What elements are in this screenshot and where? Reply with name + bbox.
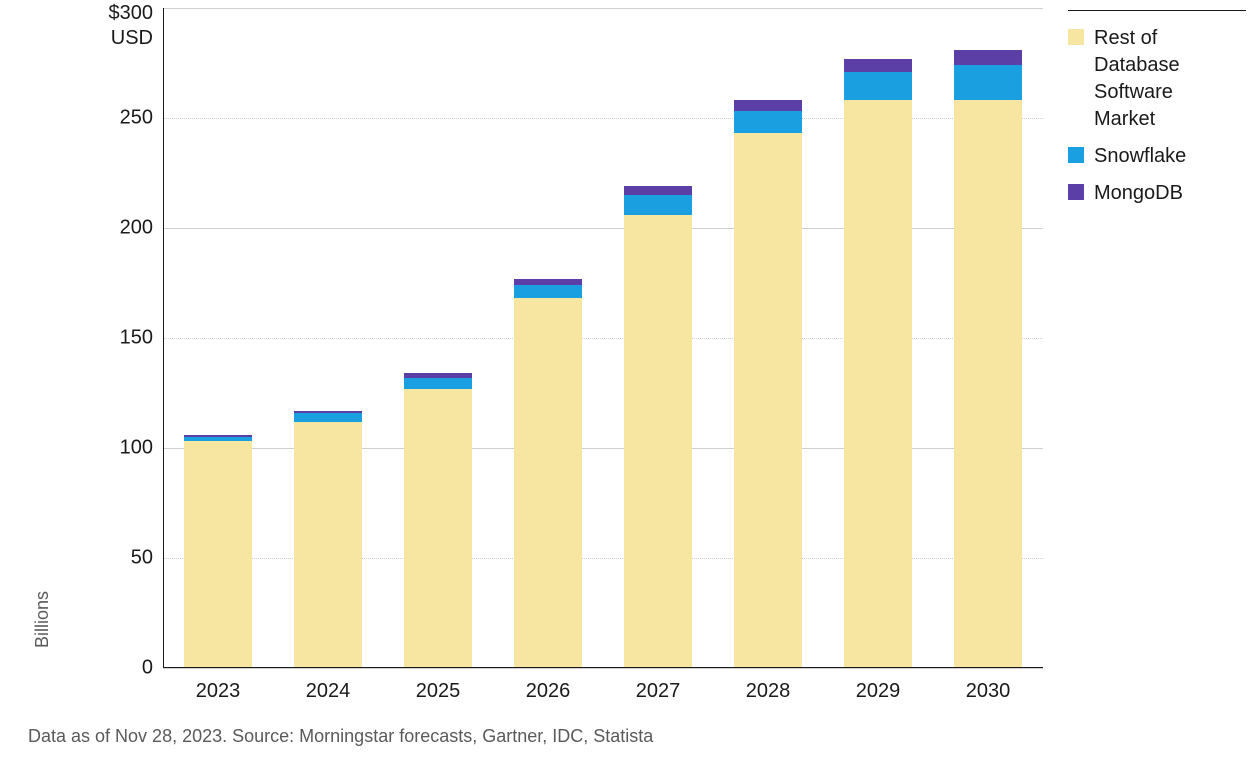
bar-2026 (514, 8, 582, 668)
y-axis-line (163, 8, 164, 668)
bar-seg-snowflake-2028 (734, 111, 802, 133)
ytick-50: 50 (131, 547, 163, 570)
bar-seg-mongodb-2025 (404, 373, 472, 377)
plot-area: 050100150200250$300USD 20232024202520262… (163, 8, 1043, 668)
bar-2023 (184, 8, 252, 668)
bar-seg-snowflake-2027 (624, 195, 692, 215)
legend-item-rest: Rest of Database Software Market (1068, 25, 1238, 133)
legend-label-mongodb: MongoDB (1094, 180, 1183, 207)
legend-swatch-mongodb (1068, 184, 1084, 200)
bar-2030 (954, 8, 1022, 668)
xtick-2028: 2028 (746, 680, 791, 703)
ytick-100: 100 (120, 437, 163, 460)
bar-seg-rest-2029 (844, 100, 912, 668)
xtick-2027: 2027 (636, 680, 681, 703)
bar-seg-rest-2027 (624, 215, 692, 668)
bar-seg-mongodb-2024 (294, 411, 362, 413)
xtick-2025: 2025 (416, 680, 461, 703)
bar-seg-snowflake-2026 (514, 285, 582, 298)
bar-seg-mongodb-2023 (184, 435, 252, 437)
bar-seg-snowflake-2029 (844, 72, 912, 101)
bar-seg-rest-2028 (734, 133, 802, 668)
bar-seg-mongodb-2026 (514, 279, 582, 286)
legend-swatch-rest (1068, 29, 1084, 45)
legend-divider (1068, 10, 1246, 11)
bar-seg-snowflake-2025 (404, 378, 472, 389)
legend: Rest of Database Software Market Snowflak… (1068, 10, 1238, 207)
bar-seg-rest-2025 (404, 389, 472, 668)
gridline-0 (163, 668, 1043, 669)
bar-seg-mongodb-2030 (954, 50, 1022, 65)
ytick-200: 200 (120, 217, 163, 240)
bar-seg-rest-2030 (954, 100, 1022, 668)
bar-seg-snowflake-2030 (954, 65, 1022, 100)
bar-seg-snowflake-2023 (184, 437, 252, 441)
xtick-2030: 2030 (966, 680, 1011, 703)
bar-2029 (844, 8, 912, 668)
bar-seg-rest-2023 (184, 441, 252, 668)
chart-container: Billions 050100150200250$300USD 20232024… (0, 0, 1254, 757)
ytick-150: 150 (120, 327, 163, 350)
y-axis-title: Billions (32, 591, 53, 648)
xtick-2029: 2029 (856, 680, 901, 703)
xtick-2026: 2026 (526, 680, 571, 703)
bar-2027 (624, 8, 692, 668)
bar-seg-mongodb-2027 (624, 186, 692, 195)
ytick-0: 0 (142, 657, 163, 680)
legend-item-snowflake: Snowflake (1068, 143, 1238, 170)
legend-label-snowflake: Snowflake (1094, 143, 1186, 170)
xtick-2024: 2024 (306, 680, 351, 703)
ytick-300: $300USD (109, 2, 164, 49)
bar-2024 (294, 8, 362, 668)
bars-layer (163, 8, 1043, 668)
legend-label-rest: Rest of Database Software Market (1094, 25, 1234, 133)
bar-seg-rest-2026 (514, 298, 582, 668)
legend-item-mongodb: MongoDB (1068, 180, 1238, 207)
bar-seg-mongodb-2028 (734, 100, 802, 111)
legend-swatch-snowflake (1068, 147, 1084, 163)
bar-seg-rest-2024 (294, 422, 362, 668)
ytick-250: 250 (120, 107, 163, 130)
bar-2028 (734, 8, 802, 668)
xtick-2023: 2023 (196, 680, 241, 703)
bar-2025 (404, 8, 472, 668)
bar-seg-snowflake-2024 (294, 413, 362, 422)
bar-seg-mongodb-2029 (844, 59, 912, 72)
x-axis-line (163, 667, 1043, 668)
footnote-text: Data as of Nov 28, 2023. Source: Morning… (28, 726, 653, 747)
